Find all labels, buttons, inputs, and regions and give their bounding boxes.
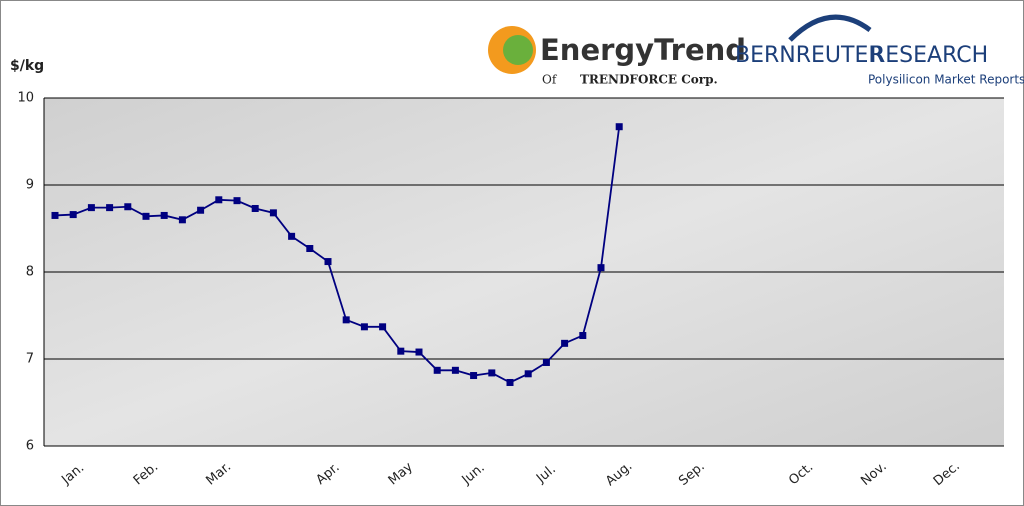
point — [615, 123, 623, 131]
y-tick-label: 10 — [17, 91, 34, 106]
y-tick-label: 8 — [26, 265, 34, 280]
logo-text: BERNREUTER — [735, 43, 884, 68]
point — [451, 366, 459, 374]
point — [142, 212, 150, 220]
point — [561, 339, 569, 347]
point — [160, 211, 168, 219]
point — [470, 372, 478, 380]
point — [87, 204, 95, 212]
point — [524, 370, 532, 378]
y-tick-label: 7 — [26, 352, 34, 367]
point — [488, 369, 496, 377]
point — [51, 211, 59, 219]
point — [379, 323, 387, 331]
logo-text: Of — [542, 73, 558, 87]
point — [69, 211, 77, 219]
logo-text: Polysilicon Market Reports — [868, 73, 1024, 87]
point — [106, 204, 114, 212]
logo-text: EnergyTrend — [540, 33, 746, 67]
point — [251, 204, 259, 212]
point — [178, 216, 186, 224]
point — [269, 209, 277, 217]
logo-icon — [503, 35, 533, 65]
point — [433, 366, 441, 374]
point — [415, 348, 423, 356]
point — [124, 203, 132, 211]
point — [233, 197, 241, 205]
point — [397, 347, 405, 355]
point — [579, 332, 587, 340]
point — [197, 206, 205, 214]
y-axis-label: $/kg — [10, 58, 44, 74]
point — [215, 196, 223, 204]
point — [360, 323, 368, 331]
point — [342, 316, 350, 324]
point — [542, 358, 550, 366]
y-tick-label: 6 — [26, 439, 34, 454]
point — [506, 378, 514, 386]
point — [288, 232, 296, 240]
point — [597, 264, 605, 272]
logo-text: RESEARCH — [870, 43, 988, 68]
y-tick-label: 9 — [26, 178, 34, 193]
point — [324, 258, 332, 266]
logo-arc — [788, 14, 872, 42]
point — [306, 245, 314, 253]
logo-text: TRENDFORCE Corp. — [580, 73, 718, 87]
